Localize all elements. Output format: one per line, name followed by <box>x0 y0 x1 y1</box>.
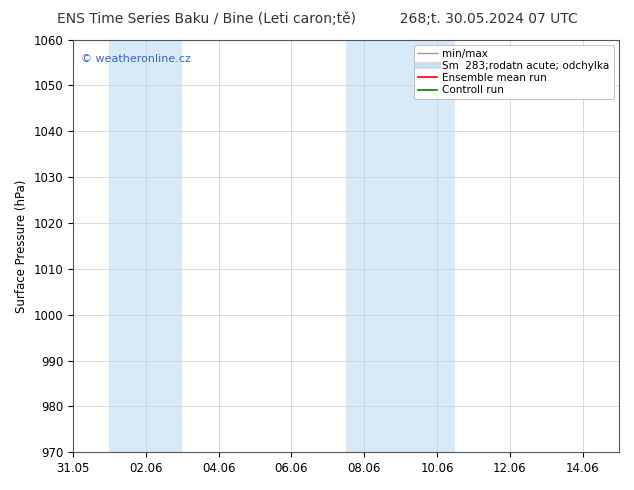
Bar <box>346 40 382 452</box>
Text: ENS Time Series Baku / Bine (Leti caron;tě)          268;t. 30.05.2024 07 UTC: ENS Time Series Baku / Bine (Leti caron;… <box>56 12 578 26</box>
Bar <box>382 40 455 452</box>
Legend: min/max, Sm  283;rodatn acute; odchylka, Ensemble mean run, Controll run: min/max, Sm 283;rodatn acute; odchylka, … <box>414 45 614 99</box>
Text: © weatheronline.cz: © weatheronline.cz <box>81 54 191 64</box>
Y-axis label: Surface Pressure (hPa): Surface Pressure (hPa) <box>15 179 28 313</box>
Bar <box>110 40 182 452</box>
